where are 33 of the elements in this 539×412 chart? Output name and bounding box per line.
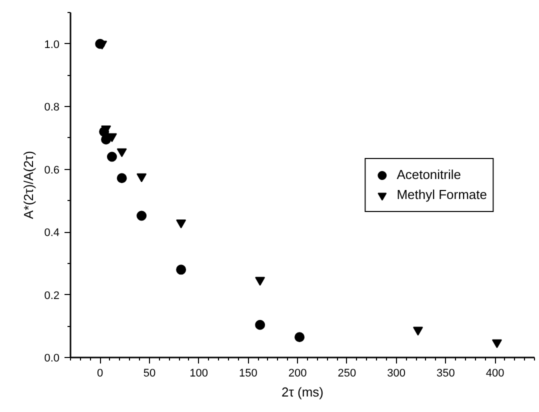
point [116,173,127,184]
x-tick-label: 100 [190,368,208,380]
legend-label: Methyl Formate [396,187,487,202]
y-axis-title: A*(2τ)/A(2τ) [21,150,36,220]
y-tick-label: 0.8 [44,102,60,114]
x-tick-label: 150 [239,368,258,380]
point [492,339,502,348]
y-tick-label: 0.2 [44,290,60,302]
y-tick-label: 0.0 [44,352,60,364]
point [101,134,112,145]
point [136,173,147,182]
x-tick-label: 300 [387,368,406,380]
legend-label: Acetonitrile [396,167,461,182]
y-tick-label: 0.4 [44,227,60,240]
point [176,264,186,275]
x-tick-label: 0 [97,368,104,380]
point [136,210,147,221]
point [255,276,266,286]
x-tick-label: 50 [143,368,156,380]
point [106,133,117,142]
x-tick-label: 200 [288,368,307,380]
point [106,152,117,162]
y-tick-label: 1.0 [44,38,60,51]
x-tick-label: 350 [436,368,455,380]
point [176,220,186,228]
point [294,332,305,342]
point [413,326,424,336]
point [255,320,266,330]
x-tick-label: 400 [486,368,504,380]
x-tick-label: 250 [338,368,356,380]
y-tick-label: 0.6 [44,164,60,176]
x-axis-title: 2τ (ms) [282,384,324,400]
point [116,148,127,158]
